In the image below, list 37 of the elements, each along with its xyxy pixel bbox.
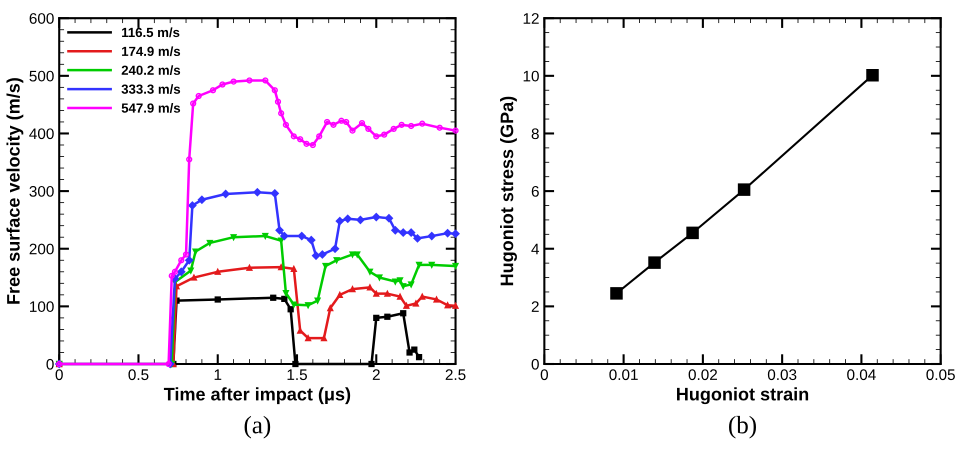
y-tick-label: 600: [30, 13, 54, 24]
x-tick-label: 1.5: [288, 369, 307, 380]
text: (a): [244, 416, 270, 439]
x-tick-label: 2: [372, 369, 380, 380]
y-tick-label: 200: [30, 244, 54, 254]
x-tick-label: 0.5: [128, 369, 148, 380]
legend-label: 116.5 m/s: [122, 27, 180, 38]
x-tick-label: 0.04: [847, 369, 876, 380]
x-tick-label: 0.05: [926, 369, 955, 380]
x-axis-title: Hugoniot strain: [677, 387, 808, 404]
y-axis-title: Free surface velocity (m/s): [6, 78, 24, 304]
y-axis-title: Hugoniot stress (GPa): [500, 96, 517, 286]
x-axis-title: Time after impact (μs): [164, 387, 350, 404]
legend-label: 547.9 m/s: [122, 103, 180, 113]
x-tick-label: 0.03: [768, 369, 796, 380]
x-tick-label: 0.02: [688, 369, 717, 380]
x-tick-label: 0: [56, 369, 63, 380]
y-tick-label: 0: [46, 358, 54, 370]
y-tick-label: 0: [532, 358, 539, 370]
y-tick-label: 500: [29, 70, 54, 82]
x-tick-label: 1: [214, 369, 222, 380]
x-tick-label: 0: [540, 369, 548, 380]
x-tick-label: 0.01: [609, 369, 638, 380]
y-tick-label: 400: [29, 128, 54, 140]
y-tick-label: 6: [532, 186, 539, 197]
y-tick-label: 4: [531, 244, 540, 254]
legend-label: 174.9 m/s: [122, 46, 180, 56]
legend-label: 333.3 m/s: [122, 84, 180, 94]
y-tick-label: 300: [29, 186, 54, 197]
legend-label: 240.2 m/s: [122, 65, 180, 76]
y-tick-label: 10: [524, 70, 539, 82]
y-tick-label: 100: [30, 301, 54, 312]
y-tick-label: 2: [532, 301, 539, 312]
text: (b): [729, 416, 756, 439]
y-tick-label: 12: [524, 13, 539, 24]
x-tick-label: 2.5: [446, 369, 466, 380]
y-tick-label: 8: [532, 128, 539, 140]
